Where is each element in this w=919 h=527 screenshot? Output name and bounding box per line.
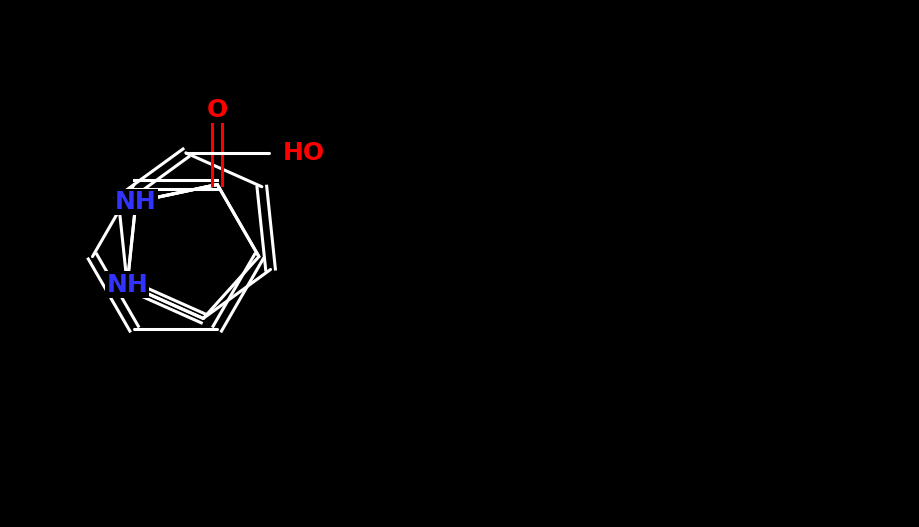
Text: HO: HO xyxy=(283,141,324,165)
Text: NH: NH xyxy=(115,190,156,214)
Text: NH: NH xyxy=(107,272,148,297)
Text: O: O xyxy=(207,97,228,122)
